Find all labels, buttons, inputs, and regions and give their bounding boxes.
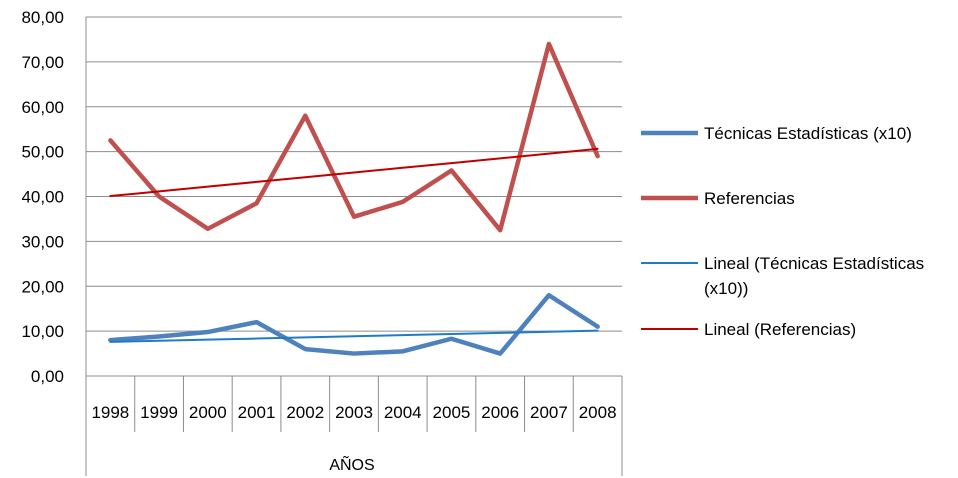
legend-item-1: Técnicas Estadísticas (x10): [641, 124, 912, 143]
y-tick-label: 50,00: [21, 143, 64, 162]
y-tick-label: 40,00: [21, 188, 64, 207]
y-tick-label: 80,00: [21, 8, 64, 27]
x-tick-label: 1999: [140, 403, 178, 422]
legend-label: Referencias: [704, 189, 795, 208]
series-line-1: [108, 292, 600, 356]
gridlines: [86, 16, 622, 332]
y-tick-labels: 0,00 10,00 20,00 30,00 40,00 50,00 60,00 70,00 8…: [21, 8, 64, 386]
x-tick-label: 1998: [91, 403, 129, 422]
series-line-2: [108, 41, 600, 233]
y-tick-label: 0,00: [31, 367, 64, 386]
y-tick-label: 70,00: [21, 53, 64, 72]
legend-label: Lineal (Referencias): [704, 320, 856, 339]
legend-label: (x10)): [704, 279, 748, 298]
axes: [85, 17, 623, 476]
legend-label: Lineal (Técnicas Estadísticas: [704, 254, 924, 273]
x-axis-title: AÑOS: [329, 454, 374, 474]
x-tick-label: 2005: [433, 403, 471, 422]
y-tick-label: 30,00: [21, 232, 64, 251]
x-tick-labels: 1998 1999 2000 2001 2002 2003 2004 2005 2006 2007…: [91, 403, 616, 422]
x-tick-label: 2008: [579, 403, 617, 422]
x-tick-label: 2002: [286, 403, 324, 422]
x-tick-label: 2006: [481, 403, 519, 422]
legend-item-3: Lineal (Técnicas Estadísticas (x10)): [641, 254, 924, 298]
x-tick-label: 2007: [530, 403, 568, 422]
x-tick-label: 2003: [335, 403, 373, 422]
x-tick-label: 2001: [238, 403, 276, 422]
x-tick-label: 2000: [189, 403, 227, 422]
y-tick-label: 10,00: [21, 322, 64, 341]
series-line-3: [109, 329, 599, 343]
series-line-4: [109, 147, 599, 198]
legend-label: Técnicas Estadísticas (x10): [704, 124, 912, 143]
legend-item-2: Referencias: [641, 189, 795, 208]
y-tick-label: 20,00: [21, 277, 64, 296]
legend-item-4: Lineal (Referencias): [641, 320, 856, 339]
legend: Técnicas Estadísticas (x10) Referencias Li…: [641, 124, 924, 339]
series-lines: [108, 41, 600, 356]
x-tick-label: 2004: [384, 403, 422, 422]
y-tick-label: 60,00: [21, 98, 64, 117]
